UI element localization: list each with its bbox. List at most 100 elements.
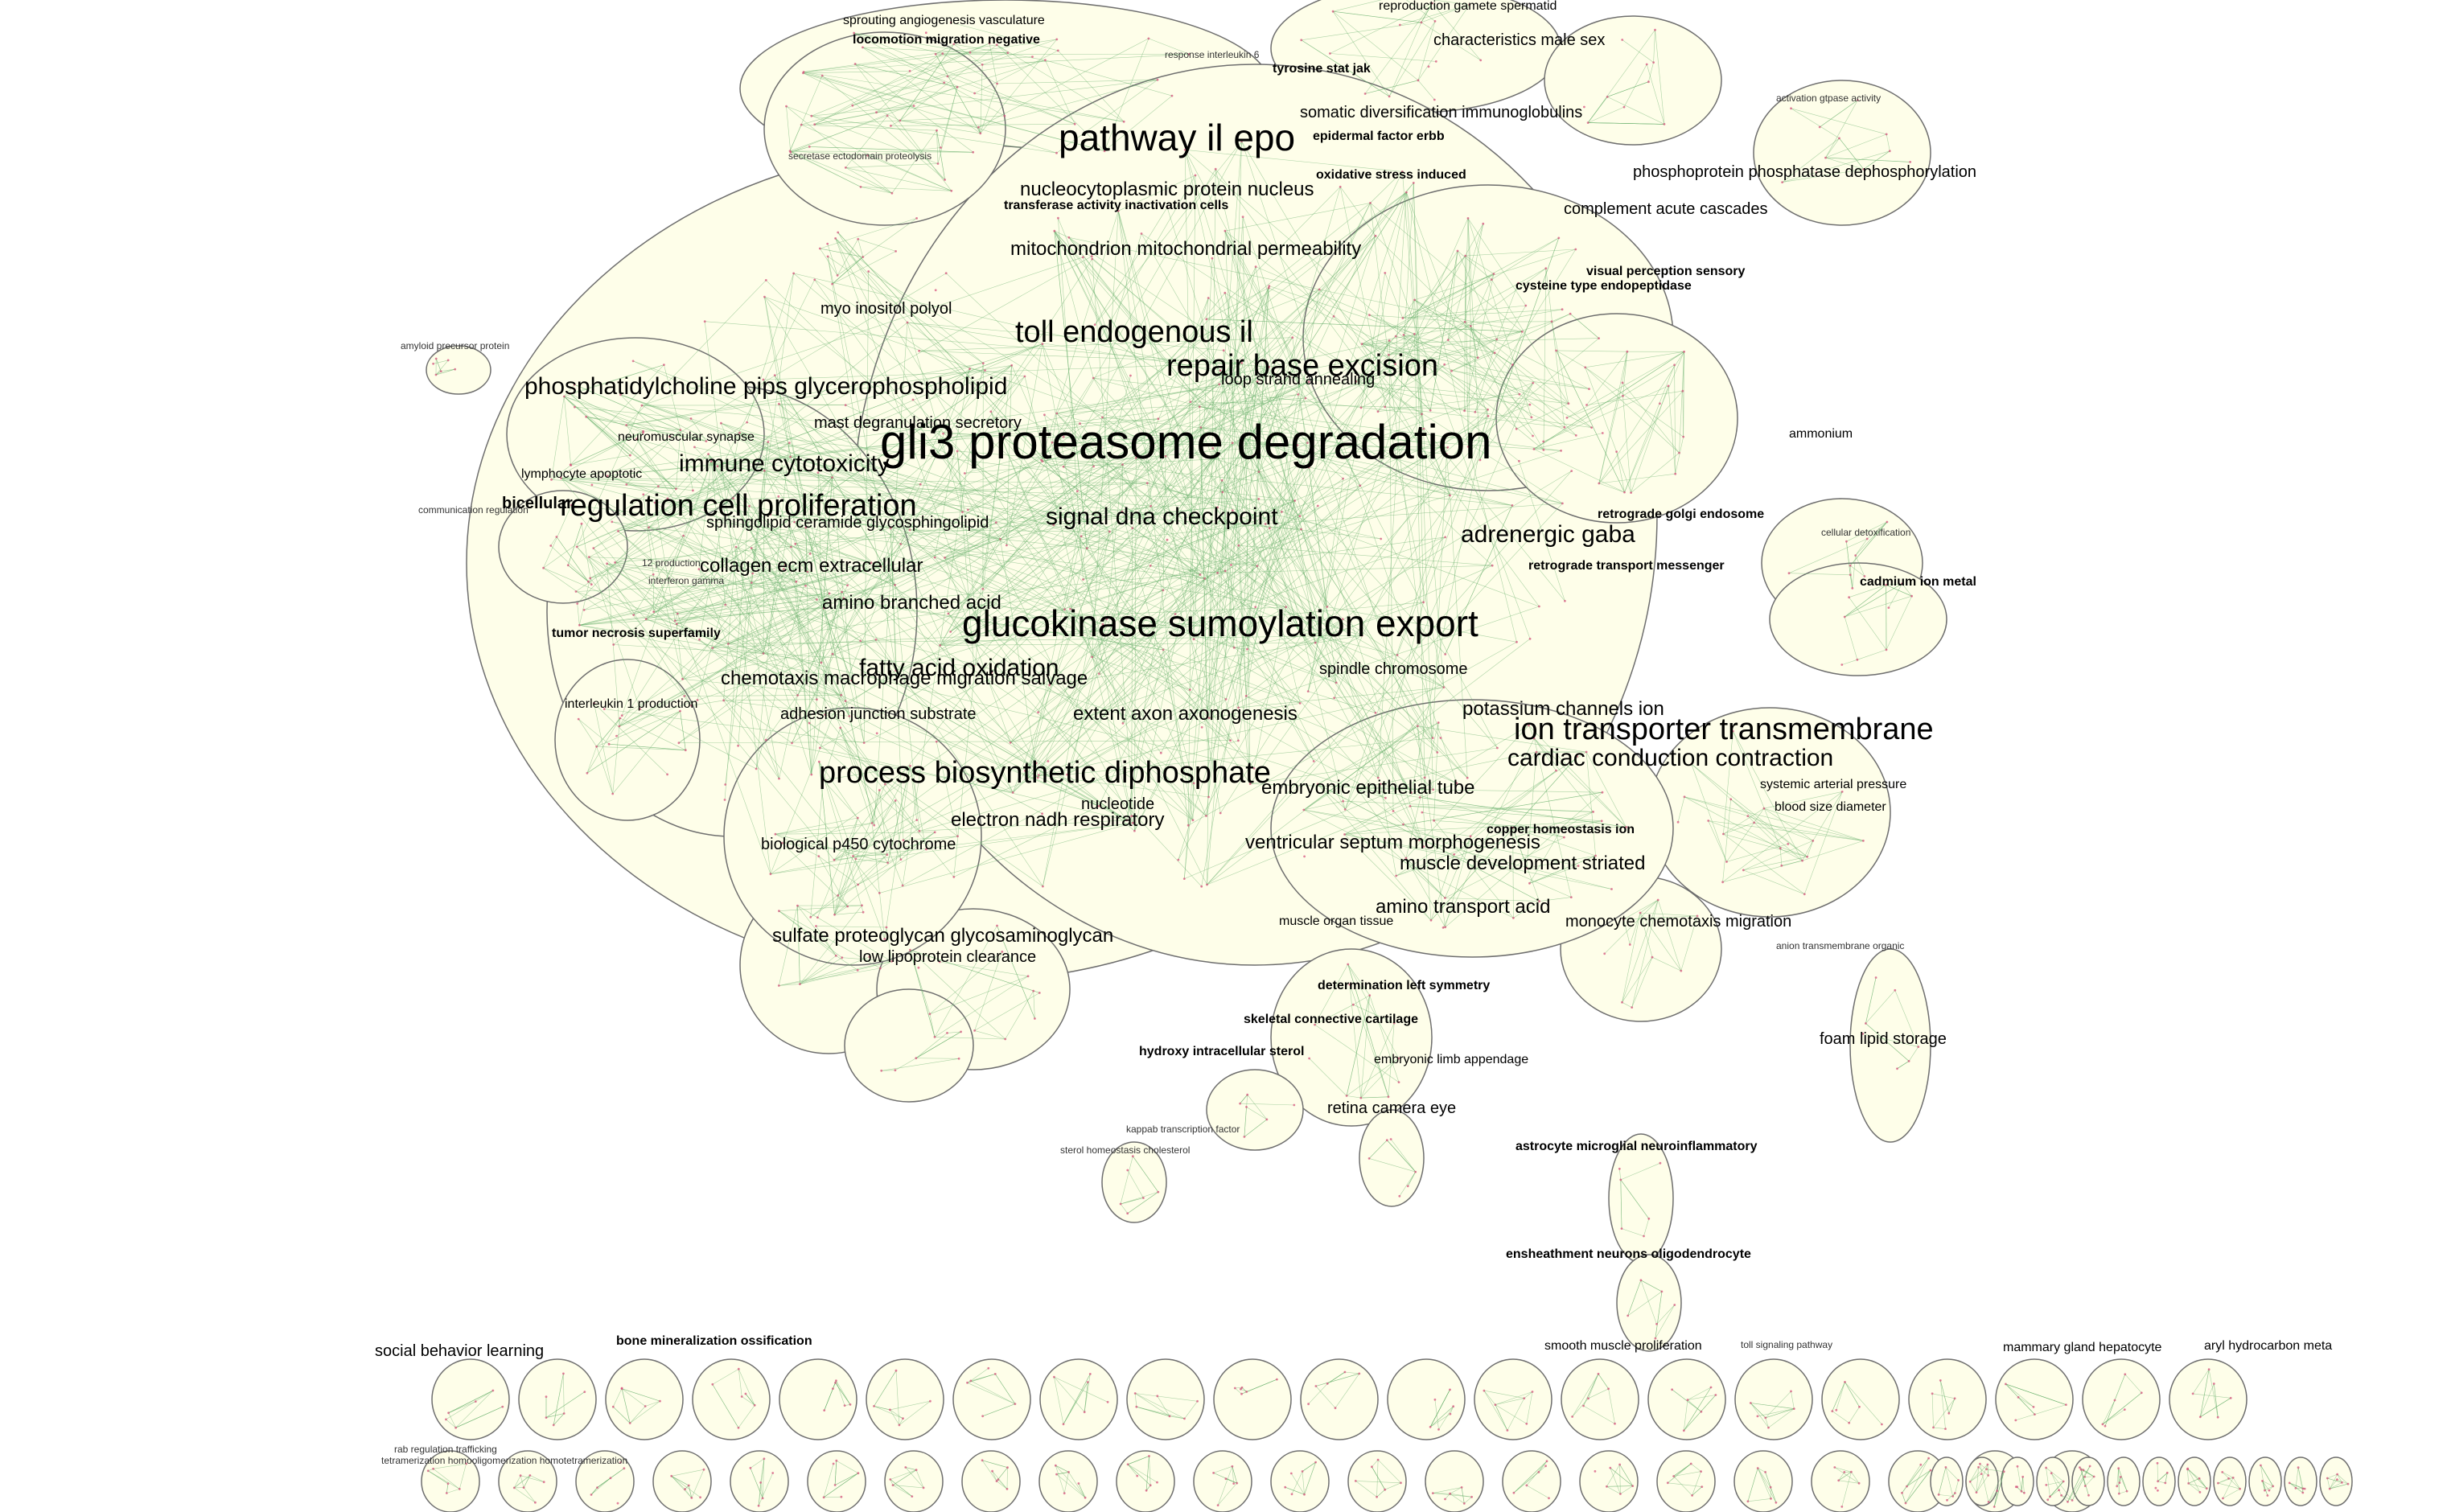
network-node bbox=[1659, 402, 1661, 405]
network-node bbox=[975, 618, 978, 622]
network-edge bbox=[577, 603, 580, 626]
network-edge bbox=[1832, 1411, 1849, 1424]
network-edge bbox=[567, 524, 582, 565]
network-edge bbox=[1308, 467, 1328, 607]
network-edge bbox=[1757, 1468, 1771, 1488]
cluster-label: cadmium ion metal bbox=[1860, 575, 1976, 589]
network-node bbox=[981, 362, 985, 365]
network-edge bbox=[751, 273, 794, 583]
network-node bbox=[1672, 1475, 1676, 1477]
cluster-label: ion transporter transmembrane bbox=[1514, 713, 1934, 746]
network-edge bbox=[728, 574, 1201, 644]
network-edge bbox=[613, 1406, 631, 1424]
network-node bbox=[1254, 265, 1257, 268]
network-edge bbox=[680, 711, 686, 750]
network-node bbox=[839, 726, 842, 729]
network-edge bbox=[1620, 1162, 1661, 1181]
network-edge bbox=[1238, 687, 1444, 709]
network-edge bbox=[876, 79, 1158, 113]
network-edge bbox=[1315, 1373, 1359, 1387]
network-node bbox=[1298, 702, 1302, 705]
network-edge bbox=[1212, 448, 1412, 793]
network-node bbox=[763, 1457, 766, 1461]
network-edge bbox=[619, 522, 997, 727]
network-edge bbox=[677, 506, 1151, 614]
network-node bbox=[1219, 811, 1222, 815]
network-node bbox=[1606, 96, 1609, 98]
network-edge bbox=[1976, 1467, 1979, 1493]
network-node bbox=[1376, 410, 1380, 413]
network-node bbox=[973, 92, 976, 95]
network-edge bbox=[1606, 1464, 1620, 1487]
network-node bbox=[1091, 655, 1093, 659]
network-edge bbox=[1038, 528, 1270, 713]
network-edge bbox=[1317, 783, 1432, 921]
network-node bbox=[2067, 1500, 2069, 1503]
network-node bbox=[1298, 515, 1302, 518]
network-edge bbox=[992, 1471, 997, 1481]
network-edge bbox=[1054, 231, 1088, 549]
network-edge bbox=[1566, 351, 1684, 418]
cluster-ellipse bbox=[1579, 1450, 1639, 1512]
network-edge bbox=[455, 1406, 503, 1428]
network-node bbox=[1257, 470, 1261, 473]
cluster-ellipse bbox=[807, 1450, 866, 1512]
network-edge bbox=[1627, 1291, 1663, 1317]
network-edge bbox=[1126, 649, 1164, 820]
network-node bbox=[682, 534, 685, 537]
network-edge bbox=[1993, 1490, 1997, 1507]
network-node bbox=[1468, 3, 1471, 6]
network-edge bbox=[2157, 1481, 2165, 1484]
network-edge bbox=[910, 766, 927, 850]
network-node bbox=[1031, 55, 1034, 58]
network-edge bbox=[789, 75, 823, 151]
network-node bbox=[1446, 339, 1450, 342]
network-edge bbox=[1945, 1467, 1953, 1497]
network-edge bbox=[1102, 417, 1447, 454]
network-edge bbox=[1102, 337, 1293, 625]
network-edge bbox=[1931, 1393, 1934, 1428]
network-node bbox=[981, 1459, 984, 1462]
network-node bbox=[577, 717, 580, 721]
network-edge bbox=[633, 535, 684, 615]
network-edge bbox=[1430, 756, 1577, 921]
network-node bbox=[690, 1497, 693, 1499]
network-edge bbox=[1445, 898, 1540, 902]
network-edge bbox=[578, 718, 597, 747]
network-edge bbox=[1640, 1280, 1657, 1325]
network-edge bbox=[1332, 11, 1390, 97]
network-edge bbox=[1056, 340, 1390, 414]
network-node bbox=[749, 1466, 752, 1469]
network-edge bbox=[551, 479, 677, 490]
network-edge bbox=[1643, 1218, 1650, 1237]
network-edge bbox=[2260, 1465, 2273, 1487]
network-node bbox=[1511, 364, 1514, 366]
network-edge bbox=[1241, 141, 1450, 496]
network-node bbox=[1402, 823, 1404, 826]
network-edge bbox=[1347, 963, 1370, 996]
network-edge bbox=[775, 833, 888, 864]
network-edge bbox=[836, 1380, 851, 1405]
network-edge bbox=[763, 470, 765, 654]
network-node bbox=[880, 1069, 883, 1072]
network-node bbox=[1147, 37, 1150, 40]
network-edge bbox=[1355, 381, 1379, 412]
network-edge bbox=[1768, 1408, 1795, 1428]
network-edge bbox=[1012, 531, 1110, 793]
network-node bbox=[890, 191, 894, 195]
network-edge bbox=[751, 548, 786, 565]
network-edge bbox=[1849, 521, 1888, 566]
network-node bbox=[2104, 1424, 2107, 1428]
network-node bbox=[2119, 1476, 2122, 1478]
network-edge bbox=[1245, 287, 1269, 696]
network-edge bbox=[892, 1469, 917, 1485]
network-node bbox=[2123, 1408, 2126, 1411]
network-edge bbox=[579, 625, 821, 664]
network-edge bbox=[760, 1458, 765, 1483]
network-node bbox=[1205, 815, 1207, 817]
network-node bbox=[1818, 125, 1821, 129]
network-edge bbox=[879, 790, 888, 855]
network-edge bbox=[1243, 438, 1316, 643]
network-node bbox=[545, 1416, 548, 1419]
network-node bbox=[2261, 1480, 2264, 1482]
